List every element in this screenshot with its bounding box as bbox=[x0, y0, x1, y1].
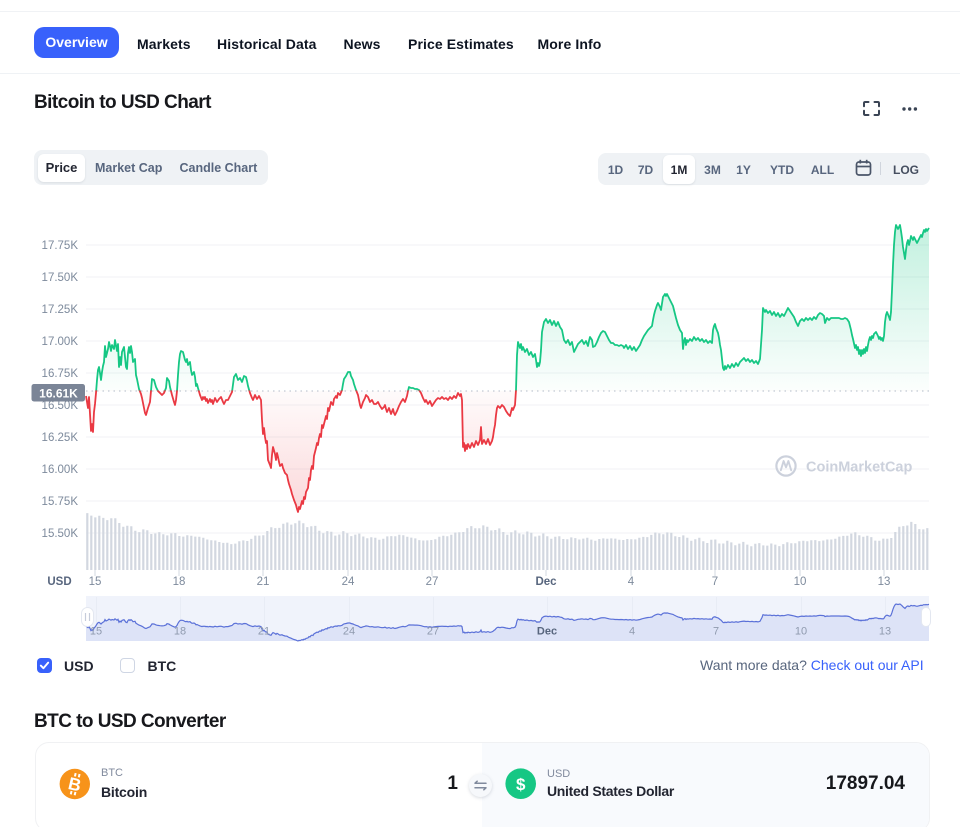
svg-text:18: 18 bbox=[174, 626, 186, 638]
svg-text:7: 7 bbox=[712, 576, 718, 588]
svg-text:17.75K: 17.75K bbox=[42, 240, 79, 252]
svg-text:17.00K: 17.00K bbox=[42, 336, 79, 348]
svg-text:18: 18 bbox=[173, 576, 186, 588]
svg-text:15: 15 bbox=[89, 576, 102, 588]
svg-text:24: 24 bbox=[342, 576, 355, 588]
svg-text:USD: USD bbox=[47, 576, 71, 588]
svg-text:Dec: Dec bbox=[537, 626, 557, 638]
svg-text:CoinMarketCap: CoinMarketCap bbox=[806, 460, 912, 476]
svg-text:16.50K: 16.50K bbox=[42, 400, 79, 412]
svg-text:15.75K: 15.75K bbox=[42, 496, 79, 508]
svg-text:10: 10 bbox=[795, 626, 807, 638]
svg-text:24: 24 bbox=[343, 626, 355, 638]
svg-text:27: 27 bbox=[427, 626, 439, 638]
svg-text:B: B bbox=[66, 773, 83, 795]
svg-text:7: 7 bbox=[713, 626, 719, 638]
svg-text:17.50K: 17.50K bbox=[42, 272, 79, 284]
svg-text:10: 10 bbox=[794, 576, 807, 588]
svg-text:21: 21 bbox=[257, 576, 270, 588]
svg-text:15.50K: 15.50K bbox=[42, 528, 79, 540]
svg-text:16.25K: 16.25K bbox=[42, 432, 79, 444]
svg-text:15: 15 bbox=[90, 626, 102, 638]
svg-text:16.75K: 16.75K bbox=[42, 368, 79, 380]
svg-text:$: $ bbox=[516, 775, 526, 794]
svg-text:17.25K: 17.25K bbox=[42, 304, 79, 316]
svg-text:16.00K: 16.00K bbox=[42, 464, 79, 476]
svg-text:21: 21 bbox=[258, 626, 270, 638]
svg-text:27: 27 bbox=[426, 576, 439, 588]
svg-text:13: 13 bbox=[878, 576, 891, 588]
svg-text:4: 4 bbox=[629, 626, 635, 638]
svg-text:Dec: Dec bbox=[535, 576, 557, 588]
svg-text:13: 13 bbox=[879, 626, 891, 638]
svg-text:4: 4 bbox=[628, 576, 635, 588]
svg-text:16.61K: 16.61K bbox=[39, 386, 78, 400]
